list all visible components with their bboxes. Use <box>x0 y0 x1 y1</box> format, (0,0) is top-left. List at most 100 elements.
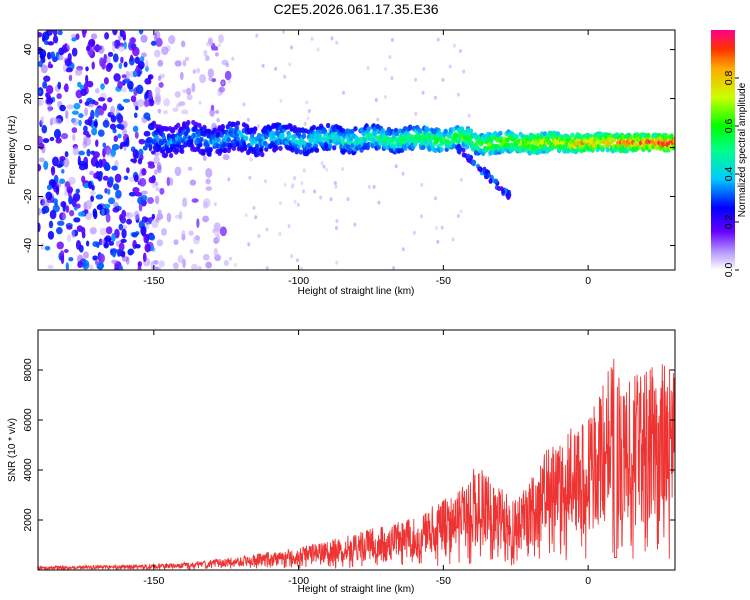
spectrogram-cell <box>181 138 186 144</box>
spectrogram-cell <box>118 35 122 41</box>
spectrogram-cell <box>174 60 182 67</box>
spectrogram-cell <box>43 160 49 170</box>
spectrogram-cell <box>434 196 438 201</box>
spectrogram-cell <box>359 147 364 153</box>
spectrogram-cell <box>390 37 394 42</box>
spectrogram-cell <box>115 107 120 115</box>
snr-series-line <box>38 358 675 570</box>
spectrogram-cell <box>75 188 81 194</box>
spectrogram-cell <box>334 184 338 189</box>
spectrogram-cell <box>456 213 460 218</box>
spectrogram-cell <box>69 209 75 217</box>
spectrogram-cell <box>376 117 380 122</box>
spectrogram-cell <box>113 73 121 82</box>
spectrogram-cell <box>216 117 220 123</box>
spectrogram-cell <box>166 212 172 223</box>
spectrogram-cell <box>257 133 262 139</box>
spectrogram-cell <box>217 43 221 48</box>
spectrogram-cell <box>104 187 108 194</box>
spectrogram-cell <box>39 53 45 60</box>
spectrogram-cell <box>88 38 96 48</box>
spectrogram-cell <box>196 218 200 229</box>
spectrogram-cell <box>420 182 424 187</box>
y-tick-label: 6000 <box>22 408 34 432</box>
spectrogram-cell <box>83 251 89 259</box>
spectrogram-cell <box>38 135 43 145</box>
spectrogram-cell <box>215 234 221 244</box>
spectrogram-cell <box>221 59 229 66</box>
spectrogram-cell <box>68 74 73 82</box>
spectrogram-cell <box>109 123 117 130</box>
spectrogram-cell <box>112 30 118 36</box>
spectrogram-cell <box>255 33 259 38</box>
spectrogram-cell <box>156 213 164 220</box>
spectrogram-cell <box>77 254 84 264</box>
spectrogram-cell <box>172 262 179 270</box>
spectrogram-cell <box>335 260 339 265</box>
spectrogram-cell <box>179 71 184 81</box>
spectrogram-cell <box>86 80 94 88</box>
spectrogram-cell <box>149 234 156 241</box>
spectrogram-cell <box>158 260 165 268</box>
spectrogram-cell <box>313 143 319 149</box>
spectrogram-cell <box>456 92 460 97</box>
spectrogram-cell <box>330 131 336 138</box>
spectrogram-cell <box>174 166 182 177</box>
spectrogram-cell <box>95 139 99 147</box>
spectrogram-cell <box>390 76 394 81</box>
spectrogram-cell <box>38 163 42 172</box>
spectrogram-cell <box>132 148 139 159</box>
spectrogram-cell <box>213 46 219 51</box>
spectrogram-cell <box>91 127 98 136</box>
spectrogram-cell <box>130 95 137 103</box>
spectrogram-cell <box>143 130 151 137</box>
spectrogram-cell <box>101 208 105 216</box>
spectrogram-cell <box>106 188 111 195</box>
spectrogram-cell <box>457 147 462 153</box>
spectrogram-cell <box>207 129 212 135</box>
spectrogram-cell <box>287 224 291 229</box>
spectrogram-cell <box>234 125 240 131</box>
spectrogram-cell <box>501 189 506 195</box>
spectrogram-cell <box>67 234 72 243</box>
spectrogram-cell <box>151 219 159 229</box>
spectrogram-cell <box>353 222 357 227</box>
spectrogram-cell <box>177 255 184 264</box>
spectrogram-cell <box>199 74 207 84</box>
spectrogram-cell <box>453 43 457 48</box>
spectrogram-cell <box>118 223 124 231</box>
spectrogram-cell <box>68 176 76 185</box>
spectrogram-cell <box>146 136 154 144</box>
spectrogram-cell <box>126 167 130 174</box>
spectrogram-cell <box>412 230 416 235</box>
spectrogram-cell <box>459 209 463 214</box>
spectrogram-cell <box>71 197 77 208</box>
spectrogram-cell <box>215 109 220 115</box>
spectrogram-cell <box>117 103 123 110</box>
spectrogram-cell <box>135 243 141 249</box>
x-tick-label: -100 <box>288 575 309 587</box>
spectrogram-cell <box>50 51 56 59</box>
spectrogram-cell <box>91 61 95 70</box>
spectrogram-cell <box>95 160 100 169</box>
spectrogram-cell <box>115 189 122 199</box>
spectrogram-cell <box>60 201 67 208</box>
spectrogram-cell <box>138 138 146 145</box>
spectrogram-cell <box>421 90 425 95</box>
spectrogram-cell <box>110 105 116 116</box>
y-tick-label: -20 <box>22 189 34 204</box>
snr-panel: -150 -100 -50 0 2000 4000 6000 8000 Height of s… <box>7 329 676 595</box>
spectrogram-cell <box>85 240 90 247</box>
spectrogram-cell <box>132 70 138 78</box>
spectrogram-cell <box>158 81 164 88</box>
spectrogram-cell <box>70 33 76 39</box>
spectrogram-cell <box>366 126 371 132</box>
spectrogram-cell <box>191 82 196 93</box>
spectrogram-cell <box>248 175 252 180</box>
spectrogram-cell <box>181 109 189 115</box>
spectrogram-cell <box>121 209 127 219</box>
spectrogram-cell <box>260 151 265 158</box>
spectrogram-cell <box>295 258 299 263</box>
spectrogram-cell <box>95 171 101 180</box>
snr-x-axis-label: Height of straight line (km) <box>298 584 415 595</box>
